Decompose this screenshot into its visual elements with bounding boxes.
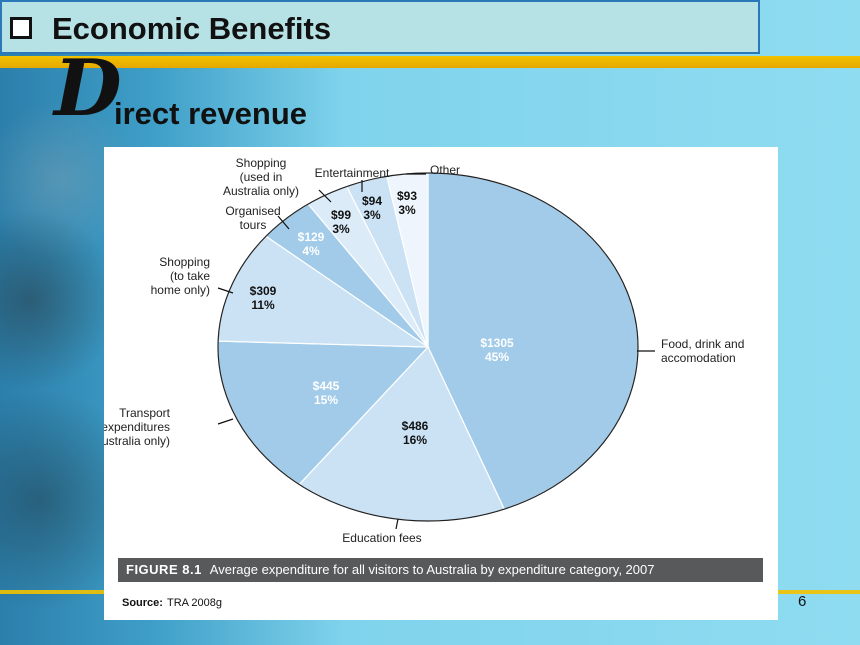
category-label-line: Organised [225,204,280,218]
slice-value-label: $309 [250,284,277,298]
source-text: TRA 2008g [166,597,223,609]
caption-label: FIGURE 8.1 [126,562,202,577]
figure-source: Source: TRA 2008g [122,597,222,609]
caption-text: Average expenditure for all visitors to … [209,562,655,577]
slice-value-label: $94 [362,194,382,208]
category-label: Food, drink and accomodation [661,337,744,365]
category-label-line: Other [430,163,460,177]
slice-percent-label: 3% [332,222,350,236]
category-label-line: Education fees [342,531,421,545]
category-label-line: Food, drink and [661,337,744,351]
category-label: Entertainment [315,166,390,180]
category-label-line: Entertainment [315,166,390,180]
category-label-line: (used in [240,170,283,184]
category-label-line: Shopping [236,156,287,170]
slice-percent-label: 15% [314,393,338,407]
title-banner: Economic Benefits [0,0,760,54]
category-label: Shopping (used in Australia only) [223,156,299,198]
category-label-line: (to take [170,269,210,283]
category-label-line: tours [240,218,267,232]
slice-percent-label: 45% [485,350,509,364]
gold-band-top [0,56,860,68]
figure-card: $1305 45% Food, drink and accomodation $486 1… [104,147,778,620]
slice-value-label: $99 [331,208,351,222]
leader-line [217,418,234,425]
slice-value-label: $129 [298,230,325,244]
page-title: Economic Benefits [52,11,332,46]
category-label: Shopping (to take home only) [151,255,211,297]
category-label-line: home only) [151,283,210,297]
slice-percent-label: 11% [251,298,275,312]
category-label-line: Transport [119,406,171,420]
category-label-line: accomodation [661,351,736,365]
pie-outline [217,172,639,522]
leader-line [395,518,399,530]
category-label-line: in Australia only) [104,434,170,448]
subtitle: irect revenue [114,96,307,131]
slice-value-label: $445 [313,379,340,393]
page-number: 6 [798,593,807,610]
slice-percent-label: 3% [363,208,381,222]
slice-percent-label: 3% [398,203,416,217]
category-label-line: (expenditures [104,420,170,434]
category-label-line: Shopping [159,255,210,269]
leader-line [277,215,290,230]
leader-line [318,189,332,203]
slice-percent-label: 4% [302,244,320,258]
checkbox-bullet-icon [10,17,32,39]
leader-line [217,287,234,294]
source-label: Source: [122,597,163,609]
slice-percent-label: 16% [403,433,427,447]
category-label: Transport(expendituresin Australia only) [104,406,171,448]
category-label: Organised tours [225,204,280,232]
slice-value-label: $1305 [480,336,514,350]
slice-value-label: $93 [397,189,417,203]
slice-value-label: $486 [402,419,429,433]
figure-caption: FIGURE 8.1 Average expenditure for all vi… [118,558,763,582]
category-label-line: Australia only) [223,184,299,198]
category-label: Other [430,163,460,177]
subtitle-dropcap: D [54,43,122,134]
category-label: Education fees [342,531,421,545]
